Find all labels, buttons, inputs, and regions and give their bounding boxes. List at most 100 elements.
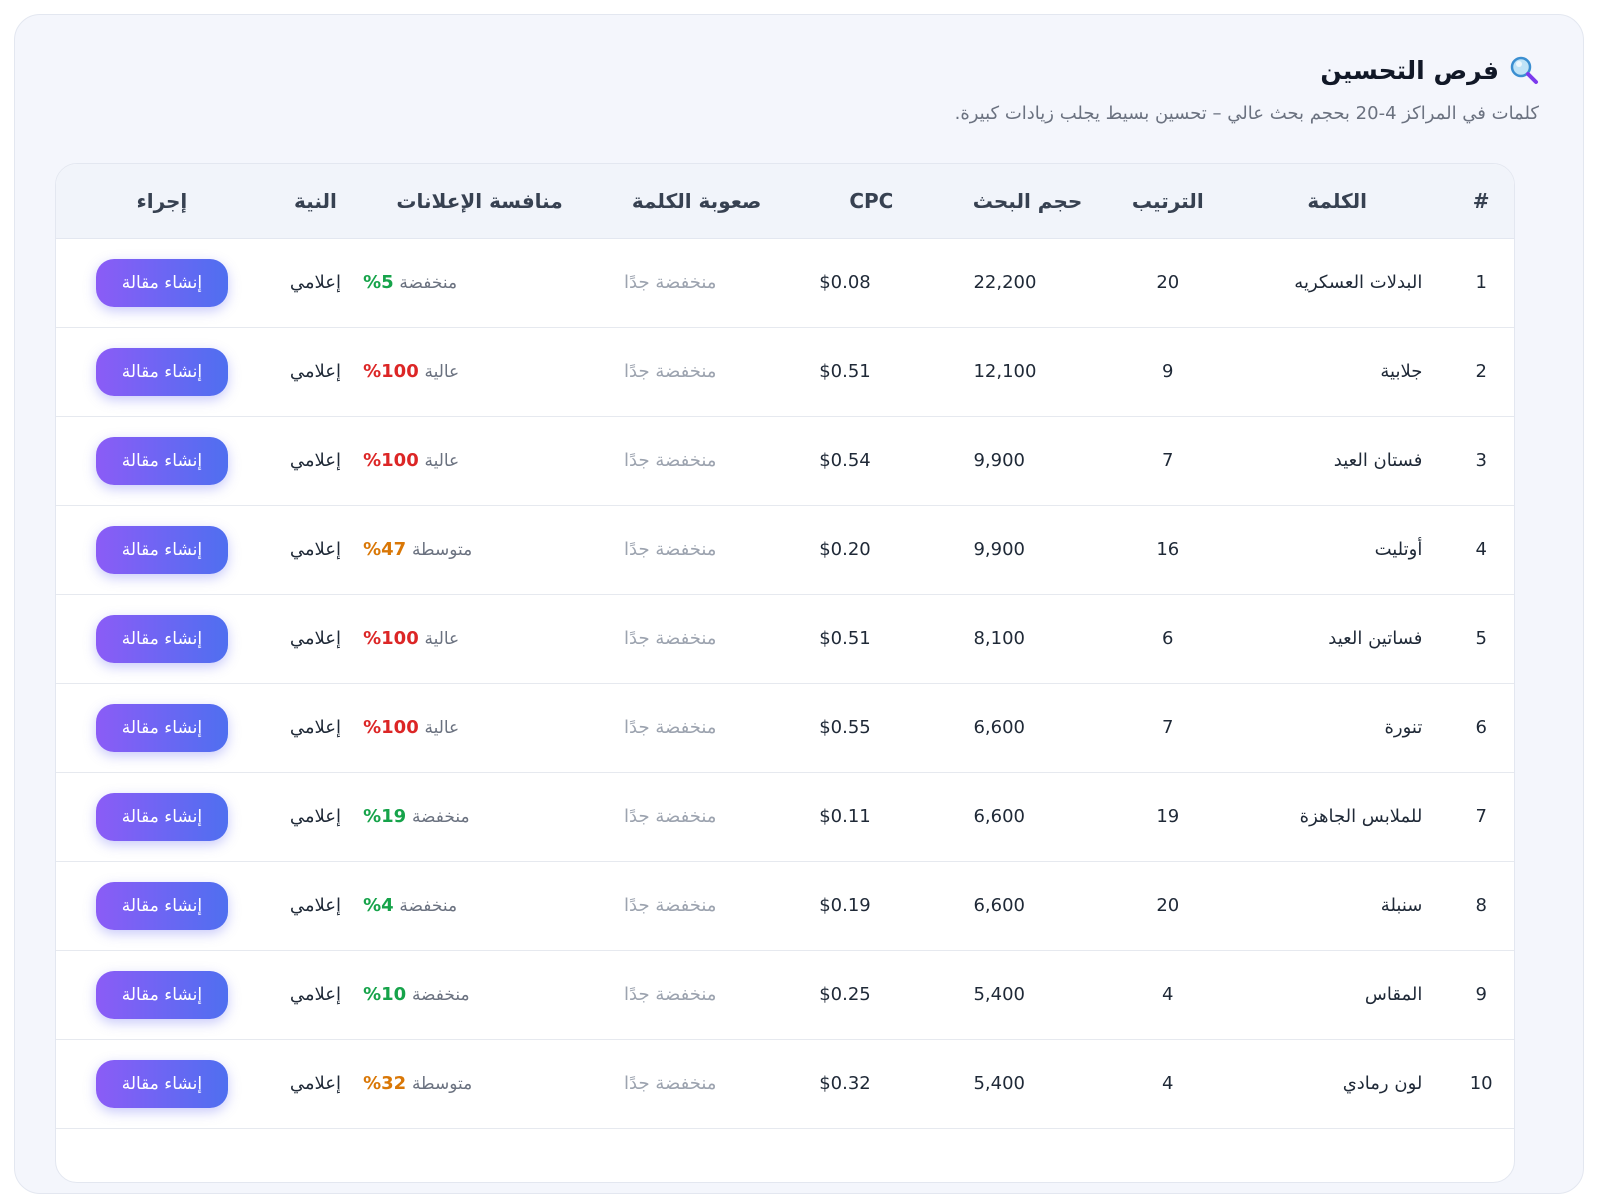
row-keyword: البدلات العسكريه xyxy=(1294,272,1423,293)
create-article-button[interactable]: إنشاء مقالة xyxy=(95,614,228,663)
row-rank: 4 xyxy=(1162,984,1174,1005)
competition-label: منخفضة xyxy=(411,807,470,827)
create-article-button[interactable]: إنشاء مقالة xyxy=(95,525,228,574)
row-rank: 16 xyxy=(1156,539,1180,560)
row-keyword: لون رمادي xyxy=(1342,1073,1423,1094)
row-keyword: للملابس الجاهزة xyxy=(1299,806,1423,827)
row-num: 1 xyxy=(1475,272,1487,293)
row-action-cell: إنشاء مقالة xyxy=(56,861,268,950)
row-competition: متوسطة 47% xyxy=(363,505,596,594)
row-difficulty: منخفضة جدًا xyxy=(624,984,717,1005)
row-cpc: $0.11 xyxy=(819,806,871,827)
row-volume: 12,100 xyxy=(973,361,1037,382)
create-article-button[interactable]: إنشاء مقالة xyxy=(95,703,228,752)
header-intent: النية xyxy=(267,164,364,239)
table-row: 5 فساتين العيد 6 8,100 $0.51 منخفضة جدًا عالية… xyxy=(56,594,1514,683)
table-row: 7 للملابس الجاهزة 19 6,600 $0.11 منخفضة جدًا م… xyxy=(56,772,1514,861)
create-article-button[interactable]: إنشاء مقالة xyxy=(95,792,228,841)
row-intent: إعلامي xyxy=(289,717,342,738)
row-action-cell: إنشاء مقالة xyxy=(56,772,268,861)
row-rank: 19 xyxy=(1156,806,1180,827)
row-difficulty: منخفضة جدًا xyxy=(624,806,717,827)
row-action-cell: إنشاء مقالة xyxy=(56,1039,268,1128)
row-cpc: $0.54 xyxy=(819,450,871,471)
table-row: 4 أوتليت 16 9,900 $0.20 منخفضة جدًا متوسطة 47%… xyxy=(56,505,1514,594)
table-row: 2 جلابية 9 12,100 $0.51 منخفضة جدًا عالية 100%… xyxy=(56,327,1514,416)
row-difficulty: منخفضة جدًا xyxy=(624,628,717,649)
row-competition: منخفضة 19% xyxy=(363,772,596,861)
row-rank: 7 xyxy=(1162,717,1174,738)
header-difficulty: صعوبة الكلمة xyxy=(596,164,798,239)
optimization-opportunities-card: فرص التحسين كلمات في المراكز 4-20 بحجم ب… xyxy=(14,14,1584,1194)
row-keyword: أوتليت xyxy=(1374,539,1423,560)
table-row: 6 تنورة 7 6,600 $0.55 منخفضة جدًا عالية 100% إع… xyxy=(56,683,1514,772)
create-article-button[interactable]: إنشاء مقالة xyxy=(95,1059,228,1108)
header-num: # xyxy=(1448,164,1514,239)
row-intent: إعلامي xyxy=(289,628,342,649)
table-row: 1 البدلات العسكريه 20 22,200 $0.08 منخفضة جدً… xyxy=(56,238,1514,327)
row-intent: إعلامي xyxy=(289,895,342,916)
row-keyword: جلابية xyxy=(1380,361,1423,382)
competition-percent: 47% xyxy=(363,539,407,560)
competition-percent: 32% xyxy=(363,1073,407,1094)
table-row: 9 المقاس 4 5,400 $0.25 منخفضة جدًا منخفضة 10% إ… xyxy=(56,950,1514,1039)
row-intent: إعلامي xyxy=(289,984,342,1005)
row-cpc: $0.20 xyxy=(819,539,871,560)
create-article-button[interactable]: إنشاء مقالة xyxy=(95,970,228,1019)
row-competition: عالية 100% xyxy=(363,594,596,683)
row-rank: 7 xyxy=(1162,450,1174,471)
row-keyword: فساتين العيد xyxy=(1328,628,1423,649)
row-num: 8 xyxy=(1475,895,1487,916)
competition-percent: 5% xyxy=(363,272,394,293)
competition-percent: 100% xyxy=(363,717,419,738)
row-competition: متوسطة 32% xyxy=(363,1039,596,1128)
row-intent: إعلامي xyxy=(289,361,342,382)
row-keyword: سنبلة xyxy=(1380,895,1423,916)
row-num: 3 xyxy=(1475,450,1487,471)
row-difficulty: منخفضة جدًا xyxy=(624,361,717,382)
row-intent: إعلامي xyxy=(289,806,342,827)
row-action-cell: إنشاء مقالة xyxy=(56,327,268,416)
create-article-button[interactable]: إنشاء مقالة xyxy=(95,347,228,396)
row-cpc: $0.51 xyxy=(819,628,871,649)
keywords-table: # الكلمة الترتيب حجم البحث CPC صعوبة الك… xyxy=(56,164,1514,1129)
row-cpc: $0.25 xyxy=(819,984,871,1005)
row-cpc: $0.55 xyxy=(819,717,871,738)
row-cpc: $0.51 xyxy=(819,361,871,382)
row-volume: 6,600 xyxy=(973,895,1025,916)
row-intent: إعلامي xyxy=(289,539,342,560)
header-rank: الترتيب xyxy=(1109,164,1227,239)
competition-label: عالية xyxy=(424,629,460,649)
row-volume: 9,900 xyxy=(973,450,1025,471)
row-cpc: $0.08 xyxy=(819,272,871,293)
table-header-row: # الكلمة الترتيب حجم البحث CPC صعوبة الك… xyxy=(56,164,1514,239)
row-competition: عالية 100% xyxy=(363,327,596,416)
header-volume: حجم البحث xyxy=(945,164,1110,239)
row-competition: منخفضة 5% xyxy=(363,238,596,327)
row-num: 2 xyxy=(1475,361,1487,382)
row-difficulty: منخفضة جدًا xyxy=(624,895,717,916)
table-row: 10 لون رمادي 4 5,400 $0.32 منخفضة جدًا متوسطة … xyxy=(56,1039,1514,1128)
row-difficulty: منخفضة جدًا xyxy=(624,450,717,471)
header-keyword: الكلمة xyxy=(1226,164,1449,239)
row-action-cell: إنشاء مقالة xyxy=(56,594,268,683)
row-num: 10 xyxy=(1469,1073,1493,1094)
create-article-button[interactable]: إنشاء مقالة xyxy=(95,436,228,485)
keywords-table-container: # الكلمة الترتيب حجم البحث CPC صعوبة الك… xyxy=(55,163,1515,1183)
create-article-button[interactable]: إنشاء مقالة xyxy=(95,258,228,307)
header-competition: منافسة الإعلانات xyxy=(363,164,597,239)
row-competition: عالية 100% xyxy=(363,416,596,505)
row-difficulty: منخفضة جدًا xyxy=(624,717,717,738)
table-row: 8 سنبلة 20 6,600 $0.19 منخفضة جدًا منخفضة 4% إع… xyxy=(56,861,1514,950)
create-article-button[interactable]: إنشاء مقالة xyxy=(95,881,228,930)
row-cpc: $0.19 xyxy=(819,895,871,916)
title-row: فرص التحسين xyxy=(955,55,1539,85)
table-row: 3 فستان العيد 7 9,900 $0.54 منخفضة جدًا عالية … xyxy=(56,416,1514,505)
row-difficulty: منخفضة جدًا xyxy=(624,272,717,293)
row-action-cell: إنشاء مقالة xyxy=(56,950,268,1039)
table-body: 1 البدلات العسكريه 20 22,200 $0.08 منخفضة جدً… xyxy=(56,238,1514,1128)
competition-label: عالية xyxy=(424,718,460,738)
competition-percent: 100% xyxy=(363,361,419,382)
row-volume: 5,400 xyxy=(973,984,1025,1005)
row-volume: 6,600 xyxy=(973,717,1025,738)
